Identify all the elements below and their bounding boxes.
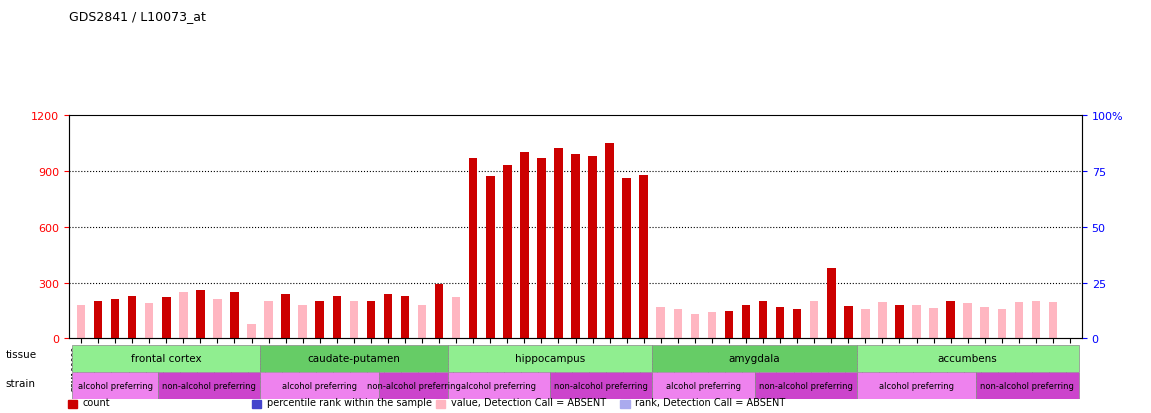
- Bar: [93, 301, 102, 339]
- Bar: [725, 311, 733, 339]
- Bar: [755, 372, 856, 399]
- Text: strain: strain: [6, 378, 36, 388]
- Bar: [653, 345, 856, 372]
- Bar: [503, 166, 511, 339]
- Bar: [281, 294, 290, 339]
- Bar: [1049, 302, 1058, 339]
- Text: alcohol preferring: alcohol preferring: [282, 381, 357, 389]
- Bar: [588, 157, 597, 339]
- Bar: [828, 268, 836, 339]
- Bar: [708, 313, 716, 339]
- Bar: [554, 149, 563, 339]
- Text: percentile rank within the sample: percentile rank within the sample: [267, 397, 432, 407]
- Bar: [946, 301, 955, 339]
- Text: rank, Detection Call = ABSENT: rank, Detection Call = ABSENT: [635, 397, 786, 407]
- Bar: [656, 307, 665, 339]
- Bar: [383, 294, 392, 339]
- Bar: [260, 345, 448, 372]
- Bar: [333, 296, 341, 339]
- Bar: [230, 292, 238, 339]
- Bar: [162, 298, 170, 339]
- Bar: [196, 290, 205, 339]
- Text: non-alcohol preferring: non-alcohol preferring: [366, 381, 460, 389]
- Bar: [486, 177, 495, 339]
- Bar: [452, 298, 460, 339]
- Bar: [435, 285, 443, 339]
- Bar: [640, 175, 648, 339]
- Point: [71, 45, 90, 52]
- Bar: [856, 345, 1078, 372]
- Bar: [418, 305, 426, 339]
- Bar: [260, 372, 380, 399]
- Text: non-alcohol preferring: non-alcohol preferring: [981, 381, 1074, 389]
- Bar: [776, 307, 784, 339]
- Text: alcohol preferring: alcohol preferring: [666, 381, 741, 389]
- Bar: [1014, 302, 1023, 339]
- Bar: [550, 372, 653, 399]
- Bar: [315, 301, 323, 339]
- Bar: [653, 372, 755, 399]
- Text: amygdala: amygdala: [729, 353, 780, 363]
- Bar: [571, 155, 580, 339]
- Bar: [929, 308, 938, 339]
- Text: tissue: tissue: [6, 349, 37, 359]
- Bar: [623, 179, 631, 339]
- Text: GDS2841 / L10073_at: GDS2841 / L10073_at: [69, 10, 206, 23]
- Bar: [1031, 301, 1041, 339]
- Bar: [158, 372, 260, 399]
- Bar: [844, 306, 853, 339]
- Text: non-alcohol preferring: non-alcohol preferring: [554, 381, 648, 389]
- Bar: [861, 309, 870, 339]
- Bar: [895, 305, 904, 339]
- Bar: [265, 301, 273, 339]
- Bar: [73, 345, 260, 372]
- Text: value, Detection Call = ABSENT: value, Detection Call = ABSENT: [451, 397, 607, 407]
- Text: hippocampus: hippocampus: [514, 353, 585, 363]
- Bar: [110, 300, 120, 339]
- Bar: [77, 305, 85, 339]
- Bar: [128, 296, 137, 339]
- Bar: [298, 305, 307, 339]
- Bar: [401, 296, 410, 339]
- Bar: [963, 303, 971, 339]
- Text: count: count: [83, 397, 110, 407]
- Text: alcohol preferring: alcohol preferring: [77, 381, 153, 389]
- Bar: [976, 372, 1078, 399]
- Text: accumbens: accumbens: [938, 353, 998, 363]
- Bar: [793, 309, 801, 339]
- Text: alcohol preferring: alcohol preferring: [879, 381, 954, 389]
- Bar: [538, 159, 546, 339]
- Bar: [180, 292, 188, 339]
- Text: alcohol preferring: alcohol preferring: [462, 381, 536, 389]
- Bar: [145, 303, 153, 339]
- Bar: [448, 345, 653, 372]
- Bar: [759, 301, 768, 339]
- Text: caudate-putamen: caudate-putamen: [307, 353, 401, 363]
- Text: frontal cortex: frontal cortex: [131, 353, 201, 363]
- Text: non-alcohol preferring: non-alcohol preferring: [759, 381, 853, 389]
- Bar: [247, 324, 256, 339]
- Bar: [998, 309, 1006, 339]
- Text: non-alcohol preferring: non-alcohol preferring: [162, 381, 256, 389]
- Bar: [468, 159, 478, 339]
- Bar: [856, 372, 976, 399]
- Bar: [380, 372, 448, 399]
- Bar: [981, 307, 989, 339]
- Bar: [350, 301, 358, 339]
- Bar: [448, 372, 550, 399]
- Bar: [741, 305, 750, 339]
- Bar: [520, 153, 528, 339]
- Bar: [73, 372, 158, 399]
- Bar: [605, 144, 613, 339]
- Bar: [913, 305, 921, 339]
- Bar: [673, 309, 683, 339]
- Bar: [367, 301, 375, 339]
- Bar: [213, 300, 222, 339]
- Bar: [878, 302, 886, 339]
- Bar: [691, 315, 699, 339]
- Bar: [810, 301, 818, 339]
